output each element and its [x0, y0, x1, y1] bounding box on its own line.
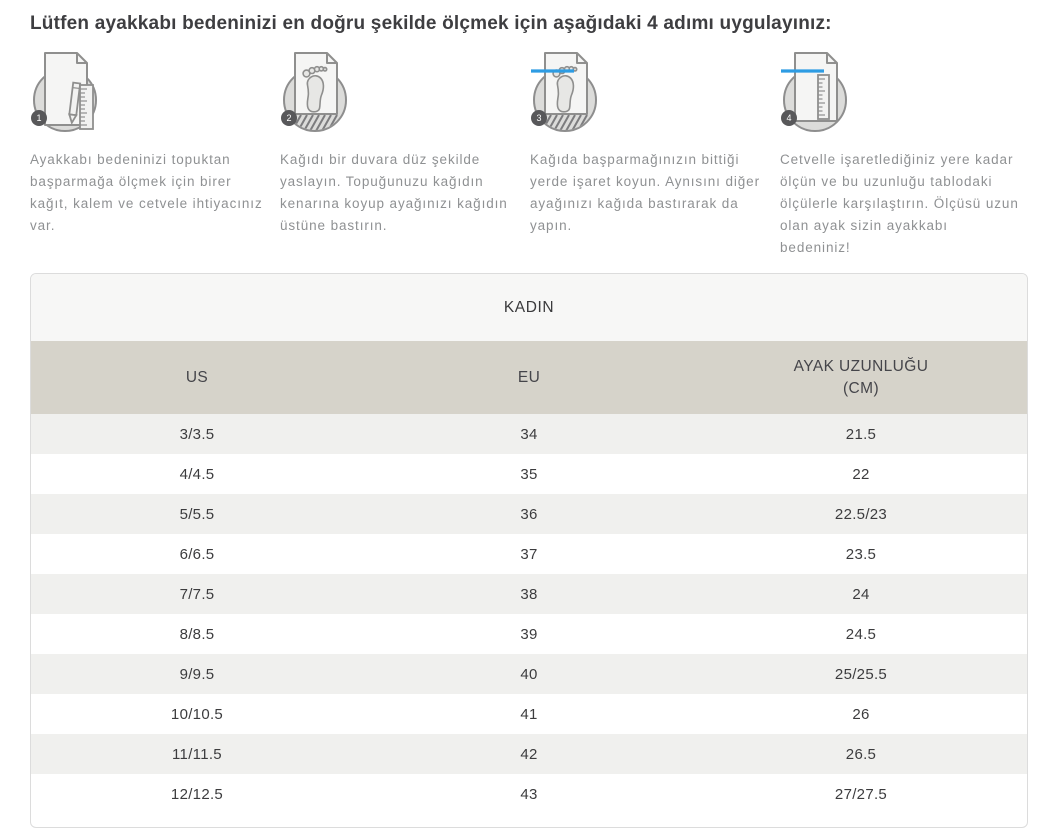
- table-body: 3/3.5 34 21.5 4/4.5 35 22 5/5.5 36 22.5/23 6/6.5 3…: [31, 414, 1027, 814]
- paper-footprint-icon: 2: [280, 51, 392, 139]
- table-row: 7/7.5 38 24: [31, 574, 1027, 614]
- size-table: KADIN US EU AYAK UZUNLUĞU (CM) 3/3.5 34 21…: [30, 273, 1028, 828]
- cell-foot-length: 23.5: [845, 545, 877, 563]
- cell-eu: 39: [520, 625, 538, 643]
- cell-eu: 42: [520, 745, 538, 763]
- step-text: Ayakkabı bedeninizi topuktan başparmağa …: [30, 152, 263, 233]
- cell-us: 4/4.5: [179, 465, 215, 483]
- cell-foot-length: 22.5/23: [834, 505, 888, 523]
- cell-foot-length: 26.5: [845, 745, 877, 763]
- cell-eu: 36: [520, 505, 538, 523]
- step-number-badge: 1: [31, 110, 47, 126]
- column-header-us: US: [185, 368, 209, 386]
- step-2: 2 Kağıdı bir duvara düz şekilde yaslayın…: [280, 51, 530, 259]
- step-3: 3 Kağıda başparmağınızın bittiği yerde i…: [530, 51, 780, 259]
- table-header-row: US EU AYAK UZUNLUĞU (CM): [31, 341, 1027, 414]
- cell-us: 11/11.5: [172, 745, 222, 763]
- cell-foot-length: 24: [852, 585, 870, 603]
- cell-us: 12/12.5: [170, 785, 224, 803]
- table-row: 12/12.5 43 27/27.5: [31, 774, 1027, 814]
- cell-foot-length: 26: [852, 705, 870, 723]
- cell-us: 5/5.5: [179, 505, 215, 523]
- step-4: 4 Cetvelle işaretlediğiniz yere kadar öl…: [780, 51, 1030, 259]
- steps-row: 1 Ayakkabı bedeninizi topuktan başparmağ…: [30, 51, 1042, 259]
- cell-us: 3/3.5: [179, 425, 215, 443]
- cell-eu: 38: [520, 585, 538, 603]
- cell-foot-length: 22: [852, 465, 870, 483]
- paper-footprint-marked-icon: 3: [530, 51, 642, 139]
- cell-foot-length: 25/25.5: [834, 665, 888, 683]
- table-row: 11/11.5 42 26.5: [31, 734, 1027, 774]
- table-row: 9/9.5 40 25/25.5: [31, 654, 1027, 694]
- cell-eu: 34: [520, 425, 538, 443]
- step-number-badge: 2: [281, 110, 297, 126]
- paper-pencil-ruler-icon: 1: [30, 51, 142, 139]
- step-text: Cetvelle işaretlediğiniz yere kadar ölçü…: [780, 152, 1019, 255]
- cell-eu: 40: [520, 665, 538, 683]
- cell-eu: 37: [520, 545, 538, 563]
- table-row: 10/10.5 41 26: [31, 694, 1027, 734]
- cell-foot-length: 21.5: [845, 425, 877, 443]
- cell-us: 8/8.5: [179, 625, 215, 643]
- cell-us: 7/7.5: [179, 585, 215, 603]
- step-text: Kağıda başparmağınızın bittiği yerde işa…: [530, 152, 760, 233]
- column-header-foot-length: AYAK UZUNLUĞU (CM): [793, 357, 929, 397]
- step-1: 1 Ayakkabı bedeninizi topuktan başparmağ…: [30, 51, 280, 259]
- step-number-badge: 4: [781, 110, 797, 126]
- step-number-badge: 3: [531, 110, 547, 126]
- paper-ruler-measure-icon: 4: [780, 51, 892, 139]
- column-header-eu: EU: [517, 368, 541, 386]
- table-row: 6/6.5 37 23.5: [31, 534, 1027, 574]
- cell-foot-length: 27/27.5: [834, 785, 888, 803]
- table-row: 5/5.5 36 22.5/23: [31, 494, 1027, 534]
- cell-eu: 43: [520, 785, 538, 803]
- page-title: Lütfen ayakkabı bedeninizi en doğru şeki…: [30, 13, 832, 34]
- cell-eu: 35: [520, 465, 538, 483]
- cell-eu: 41: [520, 705, 538, 723]
- cell-foot-length: 24.5: [845, 625, 877, 643]
- table-row: 3/3.5 34 21.5: [31, 414, 1027, 454]
- table-row: 4/4.5 35 22: [31, 454, 1027, 494]
- cell-us: 10/10.5: [170, 705, 224, 723]
- table-row: 8/8.5 39 24.5: [31, 614, 1027, 654]
- table-group-title: KADIN: [31, 274, 1027, 341]
- step-text: Kağıdı bir duvara düz şekilde yaslayın. …: [280, 152, 508, 233]
- cell-us: 6/6.5: [179, 545, 215, 563]
- cell-us: 9/9.5: [179, 665, 215, 683]
